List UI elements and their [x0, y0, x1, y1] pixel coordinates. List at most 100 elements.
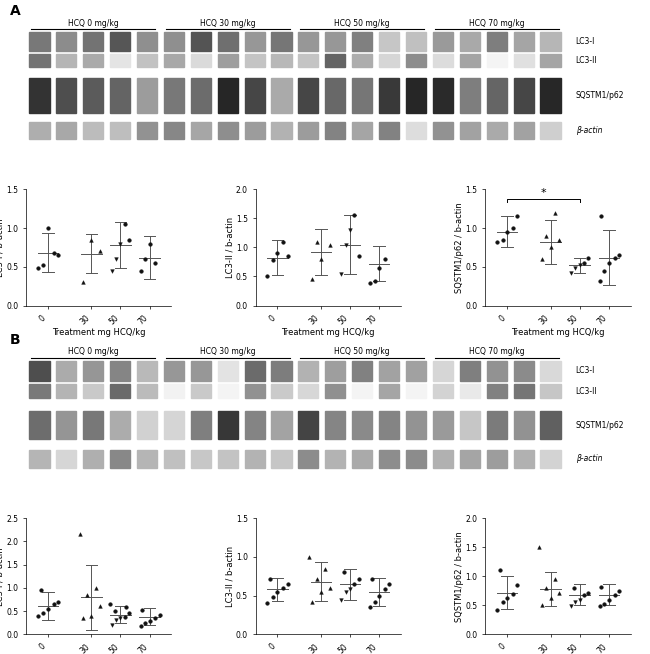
Point — [534, 542, 544, 553]
Point — [502, 593, 512, 604]
Point — [370, 596, 380, 607]
Bar — [83, 384, 103, 398]
Point — [570, 263, 580, 273]
Point — [111, 615, 122, 626]
X-axis label: Treatment mg HCQ/kg: Treatment mg HCQ/kg — [281, 328, 375, 337]
Point — [614, 585, 624, 596]
Y-axis label: SQSTM1/p62 / b-actin: SQSTM1/p62 / b-actin — [455, 202, 464, 293]
Bar — [298, 54, 318, 67]
Bar — [83, 360, 103, 381]
Bar — [57, 32, 77, 51]
Bar — [190, 78, 211, 112]
Bar — [190, 384, 211, 398]
Point — [554, 587, 564, 598]
Point — [374, 262, 384, 273]
Bar — [540, 122, 560, 139]
Text: β-actin: β-actin — [576, 455, 603, 463]
Point — [136, 266, 146, 276]
Point — [111, 254, 122, 264]
Point — [512, 211, 523, 222]
Point — [380, 584, 390, 594]
Bar — [57, 411, 77, 439]
Bar — [325, 32, 345, 51]
Point — [595, 601, 605, 611]
Point — [115, 238, 125, 249]
Point — [596, 211, 606, 222]
Point — [272, 587, 283, 597]
Point — [320, 563, 331, 574]
Bar — [379, 122, 399, 139]
Bar — [29, 32, 49, 51]
Text: HCQ 30 mg/kg: HCQ 30 mg/kg — [200, 18, 255, 27]
Bar — [298, 411, 318, 439]
Bar — [352, 411, 372, 439]
Text: SQSTM1/p62: SQSTM1/p62 — [576, 91, 624, 100]
Bar — [514, 384, 534, 398]
Bar — [218, 411, 238, 439]
Point — [339, 567, 350, 577]
Bar — [325, 122, 345, 139]
Point — [566, 601, 576, 611]
Point — [48, 248, 58, 258]
Bar — [272, 360, 292, 381]
Point — [86, 611, 97, 621]
Bar — [487, 384, 507, 398]
Bar — [110, 411, 130, 439]
Point — [107, 620, 117, 630]
Point — [272, 248, 283, 258]
Bar — [325, 78, 345, 112]
Bar — [57, 122, 77, 139]
Bar — [29, 450, 49, 468]
Text: SQSTM1/p62: SQSTM1/p62 — [576, 421, 624, 430]
Bar — [487, 450, 507, 468]
Bar — [83, 78, 103, 112]
Text: HCQ 70 mg/kg: HCQ 70 mg/kg — [469, 18, 525, 27]
Bar — [272, 32, 292, 51]
Bar — [433, 450, 453, 468]
Y-axis label: LC3-I / b-actin: LC3-I / b-actin — [0, 218, 5, 277]
Bar — [379, 78, 399, 112]
Point — [311, 574, 322, 584]
Point — [43, 223, 53, 233]
Bar — [460, 384, 480, 398]
Point — [307, 274, 317, 284]
Text: β-actin: β-actin — [576, 126, 603, 135]
Point — [35, 585, 46, 595]
Point — [354, 574, 364, 584]
Text: HCQ 50 mg/kg: HCQ 50 mg/kg — [334, 347, 390, 356]
Bar — [406, 384, 426, 398]
Point — [550, 207, 560, 218]
Text: HCQ 0 mg/kg: HCQ 0 mg/kg — [68, 18, 118, 27]
Bar — [164, 32, 184, 51]
Point — [48, 599, 58, 610]
Point — [583, 587, 593, 598]
Bar — [29, 78, 49, 112]
Point — [345, 584, 356, 594]
Bar — [487, 54, 507, 67]
Point — [278, 583, 289, 593]
Bar — [406, 411, 426, 439]
Bar — [379, 54, 399, 67]
Point — [53, 250, 63, 260]
Bar — [190, 32, 211, 51]
Point — [554, 234, 564, 245]
Point — [541, 583, 551, 593]
Bar — [352, 32, 372, 51]
Bar — [298, 360, 318, 381]
Bar — [352, 78, 372, 112]
Bar — [460, 450, 480, 468]
Bar — [540, 360, 560, 381]
X-axis label: Treatment mg HCQ/kg: Treatment mg HCQ/kg — [511, 328, 604, 337]
Bar — [540, 78, 560, 112]
Point — [575, 260, 585, 271]
Bar — [487, 411, 507, 439]
Point — [144, 616, 155, 627]
Bar — [244, 360, 265, 381]
Point — [508, 223, 518, 233]
Bar — [137, 450, 157, 468]
Bar — [110, 122, 130, 139]
Text: LC3-I: LC3-I — [576, 366, 595, 375]
Point — [155, 610, 165, 620]
Bar — [137, 32, 157, 51]
Point — [596, 581, 606, 592]
